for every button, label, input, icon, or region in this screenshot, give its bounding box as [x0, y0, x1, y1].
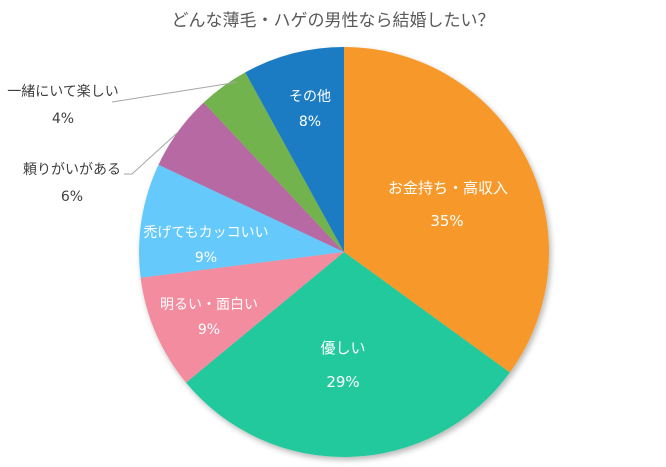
label-pct-hagete: 9%	[195, 250, 217, 266]
label-pct-akarui: 9%	[198, 322, 220, 338]
label-pct-tanoshii: 4%	[52, 111, 74, 127]
label-name-yasashii: 優しい	[320, 339, 365, 357]
pie-slice	[140, 252, 344, 383]
label-name-hagete: 禿げてもカッコいい	[143, 225, 268, 241]
label-name-tanoshii: 一緒にいて楽しい	[7, 84, 119, 100]
leader-line-tayori	[124, 132, 178, 175]
pie-slices	[139, 47, 550, 458]
label-pct-sonota: 8%	[299, 114, 321, 130]
leader-lines	[111, 81, 238, 175]
label-name-sonota: その他	[289, 89, 331, 105]
data-labels: お金持ち・高収入 35% 優しい 29% 明るい・面白い 9% 禿げてもカッコい…	[7, 84, 508, 391]
label-pct-tayori: 6%	[61, 189, 83, 205]
pie-slice	[203, 72, 344, 252]
pie-slice	[158, 102, 344, 252]
label-pct-yasashii: 29%	[326, 373, 359, 391]
pie-slice	[344, 47, 550, 373]
pie-slice	[245, 47, 344, 252]
label-pct-okanemochi: 35%	[430, 212, 463, 230]
pie-slice	[139, 164, 344, 278]
label-name-tayori: 頼りがいがある	[23, 162, 121, 178]
label-name-okanemochi: お金持ち・高収入	[388, 179, 508, 197]
pie-slice	[186, 252, 510, 458]
chart-title: どんな薄毛・ハゲの男性なら結婚したい？	[171, 11, 495, 31]
label-name-akarui: 明るい・面白い	[160, 297, 258, 313]
leader-line-tanoshii	[111, 81, 238, 103]
